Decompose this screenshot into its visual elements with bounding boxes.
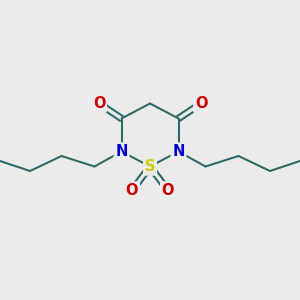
Text: O: O <box>162 183 174 198</box>
Text: O: O <box>126 183 138 198</box>
Text: O: O <box>195 96 207 111</box>
Text: N: N <box>115 144 128 159</box>
Text: O: O <box>93 96 105 111</box>
Text: N: N <box>172 144 185 159</box>
Text: S: S <box>145 159 155 174</box>
